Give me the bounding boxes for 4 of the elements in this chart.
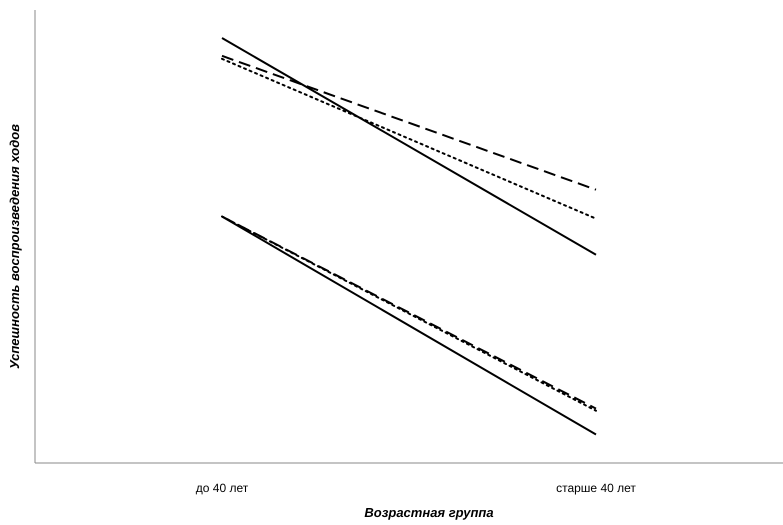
- y-axis-title: Успешность воспроизведения ходов: [7, 124, 22, 370]
- x-tick-label: до 40 лет: [196, 481, 249, 495]
- x-axis-title: Возрастная группа: [364, 505, 494, 520]
- x-tick-label: старше 40 лет: [556, 481, 636, 495]
